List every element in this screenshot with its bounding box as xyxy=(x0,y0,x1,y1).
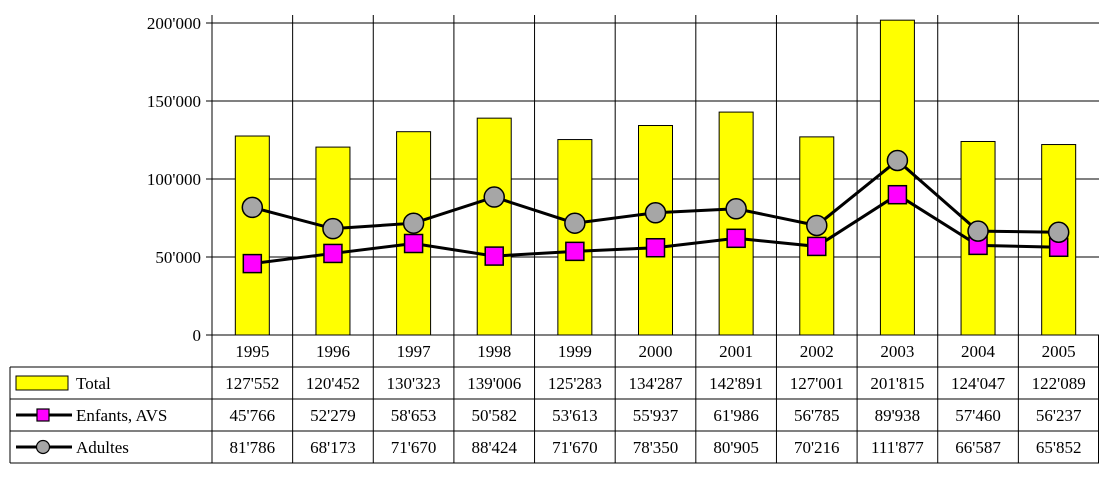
point-adultes-1995 xyxy=(241,196,264,219)
x-tick-label: 1998 xyxy=(477,342,511,361)
series-markers xyxy=(241,149,1070,274)
data-label-adultes-1999: 71'670 xyxy=(552,438,598,457)
legend-key-enfants-avs xyxy=(36,408,50,422)
point-enfants-avs-2001 xyxy=(726,228,746,249)
total-bars xyxy=(234,19,1077,336)
point-enfants-avs-1996 xyxy=(323,243,343,264)
data-label-total-2005: 122'089 xyxy=(1032,374,1086,393)
data-label-total-2001: 142'891 xyxy=(709,374,763,393)
data-label-enfants-avs-2004: 57'460 xyxy=(955,406,1001,425)
data-table: 1995 1996 1997 1998 1999 2000 2001 2002 2003 2004… xyxy=(9,334,1099,464)
y-tick-labels: 0 50'000 100'000 150'000 200'000 xyxy=(147,14,201,345)
bar-total-1995 xyxy=(234,135,270,336)
bar-total-2000 xyxy=(638,125,673,336)
point-enfants-avs-1998 xyxy=(484,246,504,266)
data-label-adultes-1997: 71'670 xyxy=(391,438,437,457)
point-adultes-2003 xyxy=(886,149,909,172)
x-tick-label: 1997 xyxy=(397,342,432,361)
data-label-adultes-1996: 68'173 xyxy=(310,438,356,457)
data-label-total-1997: 130'323 xyxy=(387,374,441,393)
point-adultes-1997 xyxy=(402,212,425,234)
point-enfants-avs-2002 xyxy=(807,236,827,257)
legend-key-adultes xyxy=(35,439,51,455)
data-label-adultes-1995: 81'786 xyxy=(230,438,276,457)
data-label-total-1998: 139'006 xyxy=(467,374,521,393)
bar-total-1998 xyxy=(476,117,512,336)
data-label-adultes-2003: 111'877 xyxy=(871,438,924,457)
data-label-adultes-2001: 80'905 xyxy=(713,438,759,457)
data-label-enfants-avs-2001: 61'986 xyxy=(713,406,759,425)
data-label-total-1999: 125'283 xyxy=(548,374,602,393)
gridlines xyxy=(212,15,1099,335)
data-label-enfants-avs-1997: 58'653 xyxy=(391,406,437,425)
point-adultes-2001 xyxy=(725,198,747,220)
data-label-enfants-avs-2000: 55'937 xyxy=(633,406,679,425)
point-enfants-avs-1997 xyxy=(403,233,424,254)
data-label-total-2002: 127'001 xyxy=(790,374,844,393)
legend-label-total: Total xyxy=(76,374,111,393)
data-label-enfants-avs-2005: 56'237 xyxy=(1036,406,1082,425)
y-tick-label: 150'000 xyxy=(147,92,201,111)
point-adultes-2000 xyxy=(644,202,667,224)
data-label-enfants-avs-2002: 56'785 xyxy=(794,406,840,425)
data-label-enfants-avs-1996: 52'279 xyxy=(310,406,356,425)
bar-total-2001 xyxy=(718,111,754,336)
legend-label-enfants-avs: Enfants, AVS xyxy=(76,406,167,425)
point-enfants-avs-2003 xyxy=(887,184,908,205)
legend-key-total xyxy=(15,375,69,391)
y-tick-label: 0 xyxy=(193,326,202,345)
data-label-total-2004: 124'047 xyxy=(951,374,1006,393)
legend-label-adultes: Adultes xyxy=(76,438,129,457)
data-label-total-2000: 134'287 xyxy=(628,374,683,393)
data-label-adultes-2000: 78'350 xyxy=(633,438,679,457)
data-label-adultes-2005: 65'852 xyxy=(1036,438,1082,457)
data-label-total-2003: 201'815 xyxy=(870,374,924,393)
x-tick-label: 1999 xyxy=(558,342,592,361)
data-label-total-1995: 127'552 xyxy=(225,374,279,393)
point-enfants-avs-1995 xyxy=(242,253,263,274)
x-tick-label: 2004 xyxy=(961,342,996,361)
data-label-enfants-avs-2003: 89'938 xyxy=(875,406,921,425)
point-adultes-1999 xyxy=(564,212,586,234)
data-label-enfants-avs-1995: 45'766 xyxy=(230,406,276,425)
data-label-adultes-2004: 66'587 xyxy=(955,438,1001,457)
y-tick-label: 50'000 xyxy=(155,248,201,267)
point-adultes-2005 xyxy=(1047,221,1070,244)
x-tick-label: 2003 xyxy=(880,342,914,361)
x-tick-label: 2005 xyxy=(1042,342,1076,361)
data-label-adultes-1998: 88'424 xyxy=(471,438,517,457)
y-tick-label: 200'000 xyxy=(147,14,201,33)
x-tick-label: 2000 xyxy=(639,342,673,361)
x-tick-label: 1996 xyxy=(316,342,350,361)
bar-total-1999 xyxy=(557,139,593,336)
point-adultes-2004 xyxy=(967,220,989,242)
data-label-total-1996: 120'452 xyxy=(306,374,360,393)
bar-total-2003 xyxy=(879,19,915,336)
x-tick-label: 2001 xyxy=(719,342,753,361)
data-label-enfants-avs-1998: 50'582 xyxy=(471,406,517,425)
point-enfants-avs-2000 xyxy=(645,237,666,258)
y-tick-label: 100'000 xyxy=(147,170,201,189)
data-label-enfants-avs-1999: 53'613 xyxy=(552,406,598,425)
x-tick-label: 1995 xyxy=(235,342,269,361)
point-adultes-1996 xyxy=(322,217,344,240)
bar-total-1996 xyxy=(315,146,351,336)
point-adultes-1998 xyxy=(483,186,505,208)
x-tick-label: 2002 xyxy=(800,342,834,361)
point-adultes-2002 xyxy=(806,214,828,237)
data-label-adultes-2002: 70'216 xyxy=(794,438,840,457)
point-enfants-avs-1999 xyxy=(565,241,585,262)
